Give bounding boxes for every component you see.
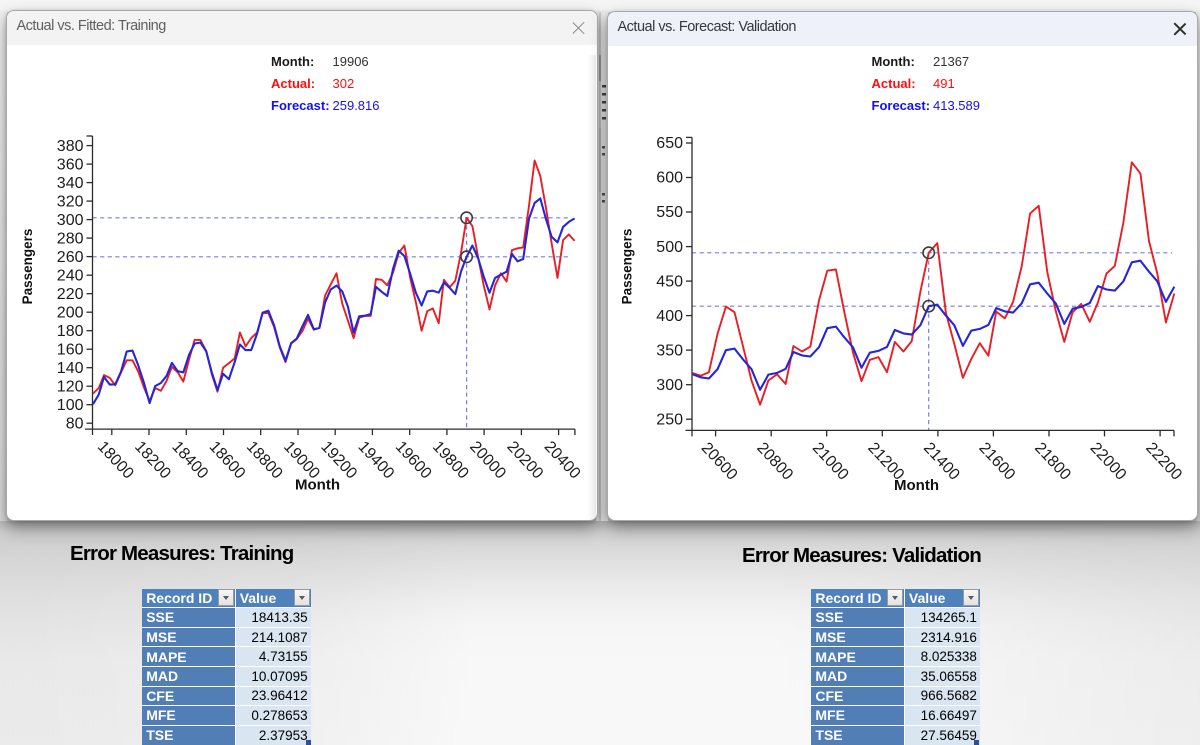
svg-text:20400: 20400 <box>541 438 584 482</box>
svg-text:18200: 18200 <box>131 438 174 482</box>
svg-text:Passengers: Passengers <box>20 229 35 305</box>
svg-text:180: 180 <box>57 323 84 340</box>
svg-text:20600: 20600 <box>698 440 741 484</box>
svg-text:20000: 20000 <box>466 438 509 482</box>
svg-text:450: 450 <box>656 273 683 290</box>
svg-text:600: 600 <box>656 170 683 187</box>
svg-text:120: 120 <box>57 378 84 395</box>
svg-text:260: 260 <box>57 249 84 266</box>
svg-text:550: 550 <box>656 204 683 221</box>
svg-text:250: 250 <box>656 411 683 428</box>
svg-text:21800: 21800 <box>1031 440 1074 484</box>
svg-text:360: 360 <box>57 156 84 173</box>
svg-text:500: 500 <box>656 239 683 256</box>
svg-text:140: 140 <box>57 360 84 377</box>
svg-text:320: 320 <box>57 193 84 210</box>
svg-text:18000: 18000 <box>94 438 137 482</box>
svg-text:22200: 22200 <box>1142 440 1185 484</box>
svg-text:19800: 19800 <box>429 438 472 482</box>
svg-text:19400: 19400 <box>354 438 397 482</box>
svg-text:160: 160 <box>57 341 84 358</box>
svg-text:300: 300 <box>57 212 84 229</box>
svg-text:18600: 18600 <box>206 438 249 482</box>
svg-text:100: 100 <box>57 397 84 414</box>
svg-text:Passengers: Passengers <box>620 229 635 305</box>
svg-text:240: 240 <box>57 267 84 284</box>
svg-text:21000: 21000 <box>809 440 852 484</box>
svg-text:80: 80 <box>66 415 84 432</box>
svg-text:20800: 20800 <box>753 440 796 484</box>
svg-text:22000: 22000 <box>1087 440 1130 484</box>
svg-text:350: 350 <box>656 342 683 359</box>
svg-text:650: 650 <box>656 135 683 152</box>
svg-text:400: 400 <box>656 308 683 325</box>
svg-text:300: 300 <box>656 377 683 394</box>
svg-text:20200: 20200 <box>503 438 546 482</box>
svg-text:18400: 18400 <box>168 438 211 482</box>
svg-text:340: 340 <box>57 175 84 192</box>
svg-text:280: 280 <box>57 230 84 247</box>
svg-text:200: 200 <box>57 304 84 321</box>
svg-text:19600: 19600 <box>392 438 435 482</box>
svg-text:380: 380 <box>57 138 84 155</box>
svg-text:18800: 18800 <box>243 438 286 482</box>
svg-text:Month: Month <box>894 477 939 494</box>
svg-text:220: 220 <box>57 286 84 303</box>
svg-text:Month: Month <box>295 477 340 494</box>
svg-text:21600: 21600 <box>975 440 1018 484</box>
